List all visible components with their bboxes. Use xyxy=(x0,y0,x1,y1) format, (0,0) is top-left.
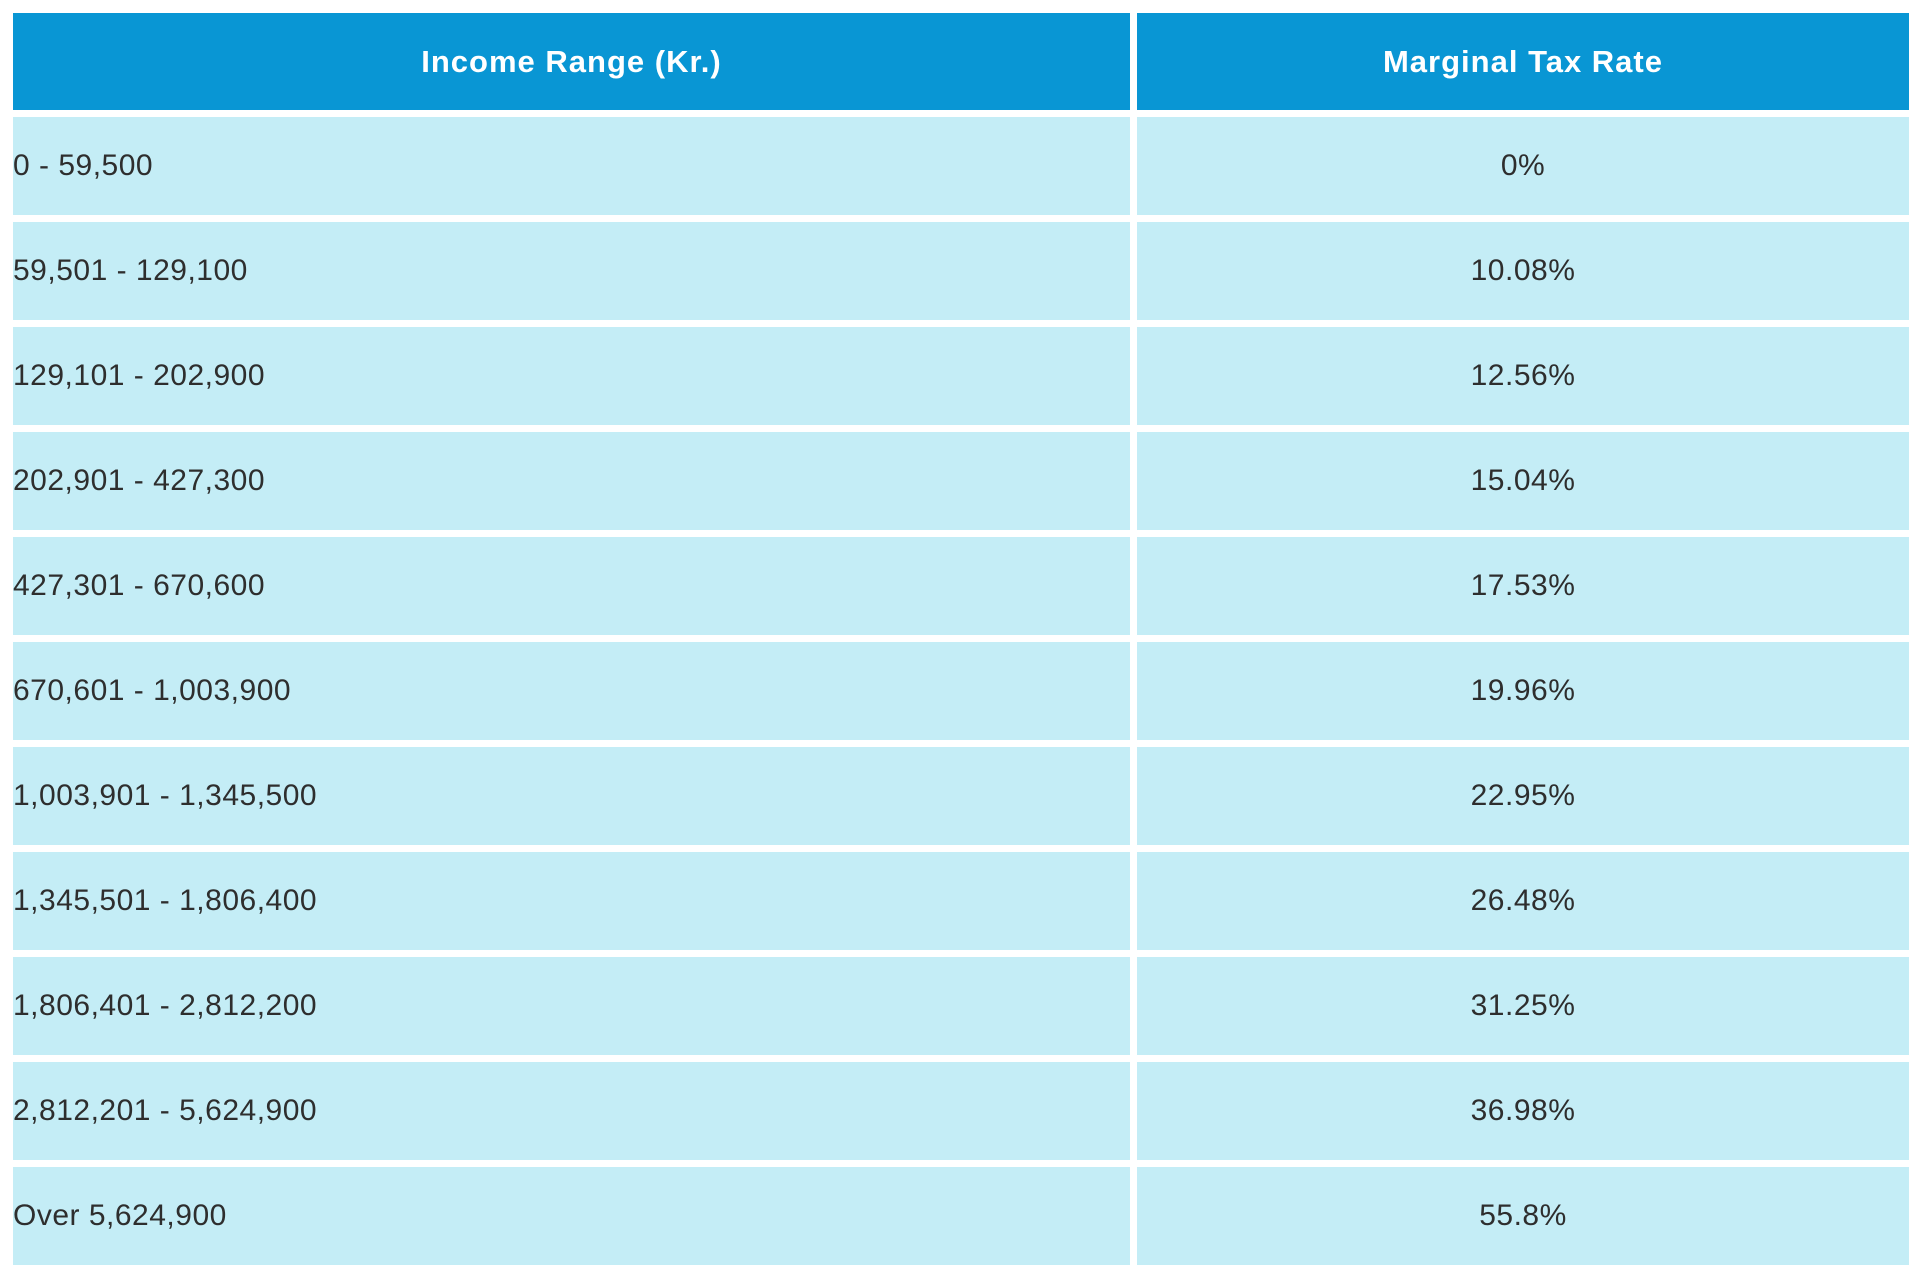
table-row: 59,501 - 129,100 10.08% xyxy=(13,222,1909,320)
tax-rate-cell: 17.53% xyxy=(1137,537,1909,635)
tax-rate-cell: 36.98% xyxy=(1137,1062,1909,1160)
income-range-cell: 0 - 59,500 xyxy=(13,117,1130,215)
income-range-cell: 2,812,201 - 5,624,900 xyxy=(13,1062,1130,1160)
table-body: 0 - 59,500 0% 59,501 - 129,100 10.08% 12… xyxy=(13,117,1909,1265)
column-header-marginal-tax-rate: Marginal Tax Rate xyxy=(1137,13,1909,110)
table-row: 1,345,501 - 1,806,400 26.48% xyxy=(13,852,1909,950)
tax-rate-cell: 10.08% xyxy=(1137,222,1909,320)
header-row: Income Range (Kr.) Marginal Tax Rate xyxy=(13,13,1909,110)
tax-rate-cell: 15.04% xyxy=(1137,432,1909,530)
tax-rate-cell: 12.56% xyxy=(1137,327,1909,425)
table-row: 427,301 - 670,600 17.53% xyxy=(13,537,1909,635)
income-range-cell: 670,601 - 1,003,900 xyxy=(13,642,1130,740)
table-row: 1,806,401 - 2,812,200 31.25% xyxy=(13,957,1909,1055)
tax-rate-cell: 31.25% xyxy=(1137,957,1909,1055)
table-row: 0 - 59,500 0% xyxy=(13,117,1909,215)
income-range-cell: 1,003,901 - 1,345,500 xyxy=(13,747,1130,845)
tax-rate-cell: 0% xyxy=(1137,117,1909,215)
table-row: Over 5,624,900 55.8% xyxy=(13,1167,1909,1265)
tax-bracket-table: Income Range (Kr.) Marginal Tax Rate 0 -… xyxy=(6,6,1916,1272)
table-row: 670,601 - 1,003,900 19.96% xyxy=(13,642,1909,740)
column-header-income-range: Income Range (Kr.) xyxy=(13,13,1130,110)
income-range-cell: 1,345,501 - 1,806,400 xyxy=(13,852,1130,950)
income-range-cell: 427,301 - 670,600 xyxy=(13,537,1130,635)
tax-rate-cell: 55.8% xyxy=(1137,1167,1909,1265)
tax-bracket-table-container: Income Range (Kr.) Marginal Tax Rate 0 -… xyxy=(6,6,1916,1272)
tax-rate-cell: 26.48% xyxy=(1137,852,1909,950)
table-row: 2,812,201 - 5,624,900 36.98% xyxy=(13,1062,1909,1160)
income-range-cell: 129,101 - 202,900 xyxy=(13,327,1130,425)
tax-rate-cell: 22.95% xyxy=(1137,747,1909,845)
income-range-cell: 59,501 - 129,100 xyxy=(13,222,1130,320)
income-range-cell: Over 5,624,900 xyxy=(13,1167,1130,1265)
table-row: 1,003,901 - 1,345,500 22.95% xyxy=(13,747,1909,845)
table-header: Income Range (Kr.) Marginal Tax Rate xyxy=(13,13,1909,110)
table-row: 129,101 - 202,900 12.56% xyxy=(13,327,1909,425)
income-range-cell: 202,901 - 427,300 xyxy=(13,432,1130,530)
table-row: 202,901 - 427,300 15.04% xyxy=(13,432,1909,530)
tax-rate-cell: 19.96% xyxy=(1137,642,1909,740)
income-range-cell: 1,806,401 - 2,812,200 xyxy=(13,957,1130,1055)
